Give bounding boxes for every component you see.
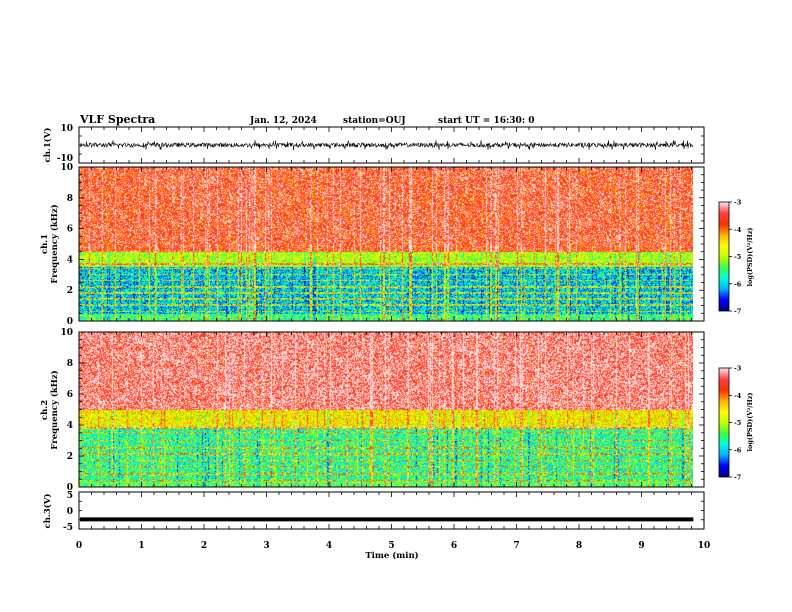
figure-title: VLF Spectra bbox=[79, 113, 155, 126]
ch3-ytick-label: 0 bbox=[67, 507, 73, 517]
colorbar-tick-label: -6 bbox=[734, 280, 742, 288]
ch1-colorbar bbox=[719, 202, 729, 311]
time-axis-ticks: 0 1 2 3 4 5 6 7 8 9 10 bbox=[76, 541, 710, 551]
ch2-spectrogram-channel-label: ch.2 bbox=[40, 400, 50, 420]
y-tick-label: 6 bbox=[67, 225, 73, 235]
ch2-colorbar-ticks: -3 -4 -5 -6 -7 bbox=[729, 365, 742, 482]
start-ut-label: start UT = 16:30: 0 bbox=[438, 116, 535, 126]
x-tick-label: 8 bbox=[576, 541, 582, 551]
ch2-spectrogram-ylabel: Frequency (kHz) bbox=[49, 370, 60, 449]
y-tick-label: 0 bbox=[67, 483, 73, 493]
ch1-trace-path bbox=[79, 140, 694, 151]
y-tick-label: 4 bbox=[67, 421, 73, 431]
colorbar-tick-label: -4 bbox=[734, 226, 742, 234]
x-tick-label: 6 bbox=[451, 541, 457, 551]
date-label: Jan. 12, 2024 bbox=[249, 116, 317, 126]
colorbar-tick-label: -3 bbox=[734, 365, 742, 373]
ch1-spectrogram-channel-label: ch.1 bbox=[40, 234, 50, 254]
x-tick-label: 10 bbox=[698, 541, 711, 551]
x-tick-label: 0 bbox=[76, 541, 82, 551]
y-tick-label: 4 bbox=[67, 255, 73, 265]
y-tick-label: 2 bbox=[67, 286, 73, 296]
ch1-spectrogram-yticks: 0 2 4 6 8 10 bbox=[60, 163, 73, 327]
ch3-ytick-label: -5 bbox=[63, 523, 73, 533]
y-tick-label: 8 bbox=[67, 194, 73, 204]
ch1-colorbar-label: log(PSD)(V²/Hz) bbox=[746, 228, 754, 287]
ch1-waveform-ticks bbox=[78, 126, 705, 164]
colorbar-tick-label: -5 bbox=[734, 253, 742, 261]
ch1-spectrogram-image bbox=[79, 167, 693, 321]
ch1-ytick-label: -10 bbox=[57, 154, 73, 164]
y-tick-label: 6 bbox=[67, 390, 73, 400]
ch1-spectrogram-ticks bbox=[78, 166, 705, 322]
x-tick-label: 7 bbox=[513, 541, 519, 551]
colorbar-tick-label: -4 bbox=[734, 392, 742, 400]
x-tick-label: 1 bbox=[138, 541, 144, 551]
y-tick-label: 10 bbox=[60, 328, 73, 338]
ch1-colorbar-ticks: -3 -4 -5 -6 -7 bbox=[729, 199, 742, 316]
ch3-ytick-label: 5 bbox=[67, 491, 73, 501]
x-tick-label: 2 bbox=[201, 541, 207, 551]
ch2-colorbar-label: log(PSD)(V²/Hz) bbox=[746, 393, 754, 452]
y-tick-label: 8 bbox=[67, 359, 73, 369]
colorbar-tick-label: -3 bbox=[734, 199, 742, 207]
x-tick-label: 4 bbox=[326, 541, 332, 551]
colorbar-tick-label: -7 bbox=[734, 308, 741, 316]
ch3-waveform-ticks bbox=[78, 491, 705, 530]
time-axis-label: Time (min) bbox=[365, 550, 418, 561]
colorbar-tick-label: -7 bbox=[734, 474, 741, 482]
x-tick-label: 3 bbox=[263, 541, 269, 551]
ch1-waveform-panel: 10 -10 ch.1(V) bbox=[42, 124, 705, 164]
ch1-waveform-trace bbox=[79, 140, 694, 151]
ch2-colorbar bbox=[719, 368, 729, 477]
y-tick-label: 0 bbox=[67, 317, 73, 327]
ch2-spectrogram-yticks: 0 2 4 6 8 10 bbox=[60, 328, 73, 493]
y-tick-label: 10 bbox=[60, 163, 73, 173]
ch3-waveform-frame bbox=[78, 491, 705, 530]
y-tick-label: 2 bbox=[67, 452, 73, 462]
ch2-spectrogram-ticks bbox=[78, 331, 705, 488]
ch1-spectrogram-ylabel: Frequency (kHz) bbox=[49, 204, 60, 283]
colorbar-tick-label: -6 bbox=[734, 446, 742, 454]
x-tick-label: 5 bbox=[388, 541, 394, 551]
x-tick-label: 9 bbox=[638, 541, 644, 551]
station-label: station=OUJ bbox=[343, 116, 406, 126]
ch1-ytick-label: 10 bbox=[60, 124, 73, 134]
ch3-waveform-ylabel: ch.3(V) bbox=[42, 494, 53, 529]
ch1-waveform-ylabel: ch.1(V) bbox=[42, 128, 53, 163]
ch3-waveform-panel: 5 0 -5 ch.3(V) 0 1 2 3 4 5 6 7 8 9 10 Time (min) bbox=[42, 491, 710, 561]
ch2-spectrogram-image bbox=[79, 332, 693, 487]
colorbar-tick-label: -5 bbox=[734, 419, 742, 427]
